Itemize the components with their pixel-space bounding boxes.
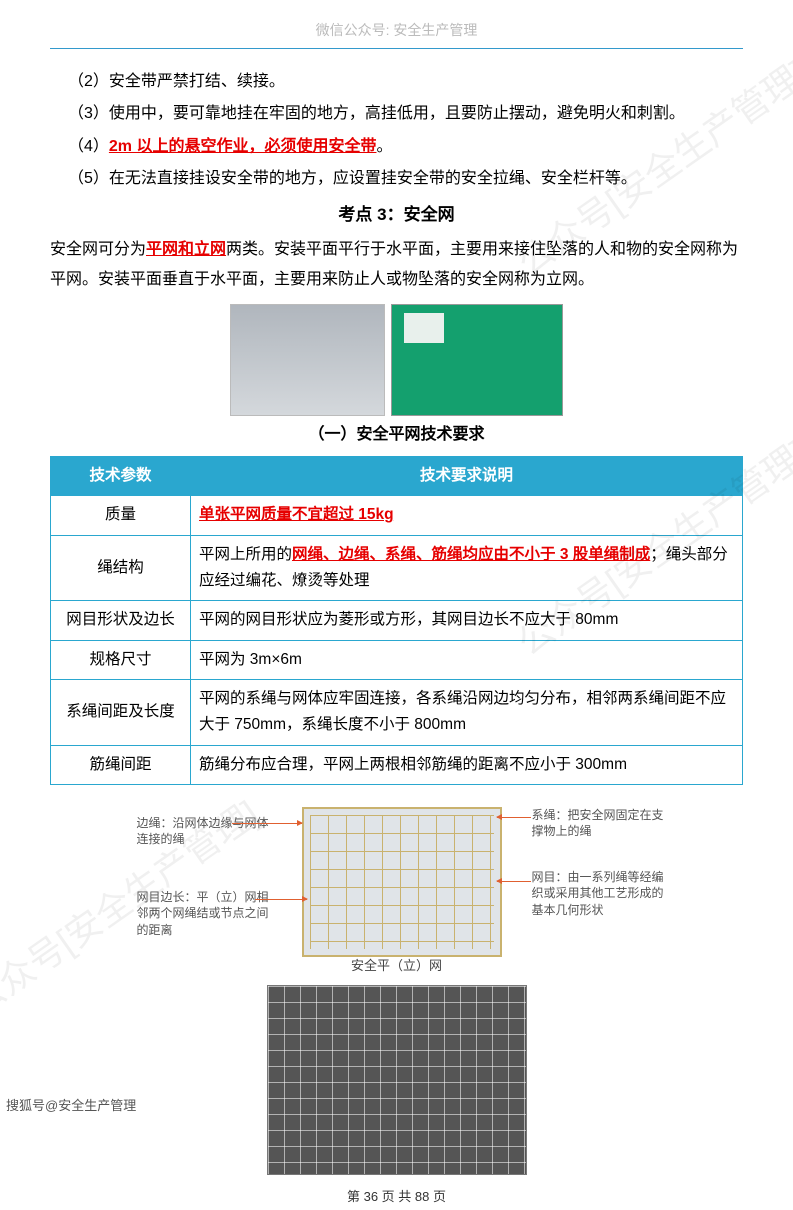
- table-header-desc: 技术要求说明: [191, 457, 743, 496]
- table-cell-desc: 平网的系绳与网体应牢固连接，各系绳沿网边均匀分布，相邻两系绳间距不应大于 750…: [191, 680, 743, 746]
- para-2: （2）安全带严禁打结、续接。: [50, 67, 743, 97]
- table-cell-param: 系绳间距及长度: [51, 680, 191, 746]
- table-cell-param: 质量: [51, 496, 191, 535]
- table-row: 绳结构 平网上所用的网绳、边绳、系绳、筋绳均应由不小于 3 股单绳制成；绳头部分…: [51, 535, 743, 601]
- table-cell-highlight: 单张平网质量不宜超过 15kg: [199, 506, 394, 523]
- document-content: （2）安全带严禁打结、续接。 （3）使用中，要可靠地挂在牢固的地方，高挂低用，且…: [50, 67, 743, 1210]
- table-header-param: 技术参数: [51, 457, 191, 496]
- callout-right-bottom: 网目：由一系列绳等经编织或采用其他工艺形成的基本几何形状: [532, 869, 672, 918]
- header-watermark: 微信公众号: 安全生产管理: [50, 20, 743, 40]
- arrow-icon: [255, 899, 307, 900]
- para-5: （5）在无法直接挂设安全带的地方，应设置挂安全带的安全拉绳、安全栏杆等。: [50, 164, 743, 194]
- para-4: （4）2m 以上的悬空作业，必须使用安全带。: [50, 132, 743, 162]
- header-rule: [50, 48, 743, 49]
- table-cell-param: 绳结构: [51, 535, 191, 601]
- net-photo-illustration: [267, 985, 527, 1175]
- heading-kd3: 考点 3：安全网: [50, 199, 743, 231]
- table-cell-desc: 单张平网质量不宜超过 15kg: [191, 496, 743, 535]
- para-4-post: 。: [376, 138, 392, 155]
- kd3-body-highlight: 平网和立网: [146, 241, 226, 258]
- arrow-icon: [232, 823, 302, 824]
- table-row: 质量 单张平网质量不宜超过 15kg: [51, 496, 743, 535]
- callout-right-top: 系绳：把安全网固定在支撑物上的绳: [532, 807, 672, 839]
- diagram-caption: 安全平（立）网: [137, 954, 657, 979]
- table-row: 网目形状及边长 平网的网目形状应为菱形或方形，其网目边长不应大于 80mm: [51, 601, 743, 640]
- para-3: （3）使用中，要可靠地挂在牢固的地方，高挂低用，且要防止摆动，避免明火和刺割。: [50, 99, 743, 129]
- table-cell-desc: 筋绳分布应合理，平网上两根相邻筋绳的距离不应小于 300mm: [191, 745, 743, 784]
- table-cell-desc: 平网为 3m×6m: [191, 640, 743, 679]
- kd3-body: 安全网可分为平网和立网两类。安装平面平行于水平面，主要用来接住坠落的人和物的安全…: [50, 235, 743, 296]
- source-attribution: 搜狐号@安全生产管理: [6, 1095, 136, 1114]
- para-4-pre: （4）: [68, 138, 109, 155]
- illustration-vertical-net: [391, 304, 563, 416]
- table-cell-param: 规格尺寸: [51, 640, 191, 679]
- table-cell-desc: 平网的网目形状应为菱形或方形，其网目边长不应大于 80mm: [191, 601, 743, 640]
- para-4-highlight: 2m 以上的悬空作业，必须使用安全带: [109, 138, 377, 155]
- callout-left-bottom: 网目边长：平（立）网相邻两个网绳结或节点之间的距离: [137, 889, 277, 938]
- table-cell-highlight: 网绳、边绳、系绳、筋绳均应由不小于 3 股单绳制成: [292, 546, 650, 563]
- table-row: 系绳间距及长度 平网的系绳与网体应牢固连接，各系绳沿网边均匀分布，相邻两系绳间距…: [51, 680, 743, 746]
- arrow-icon: [497, 817, 531, 818]
- page-footer: 第 36 页 共 88 页: [50, 1185, 743, 1210]
- subheading-1: （一）安全平网技术要求: [50, 420, 743, 450]
- table-cell-desc: 平网上所用的网绳、边绳、系绳、筋绳均应由不小于 3 股单绳制成；绳头部分应经过编…: [191, 535, 743, 601]
- kd3-body-pre: 安全网可分为: [50, 241, 146, 258]
- tech-requirements-table: 技术参数 技术要求说明 质量 单张平网质量不宜超过 15kg 绳结构 平网上所用…: [50, 456, 743, 785]
- net-annotated-diagram: 边绳：沿网体边缘与网体连接的绳 网目边长：平（立）网相邻两个网绳结或节点之间的距…: [137, 799, 657, 979]
- table-row: 规格尺寸 平网为 3m×6m: [51, 640, 743, 679]
- callout-left-top: 边绳：沿网体边缘与网体连接的绳: [137, 815, 277, 847]
- illustration-row: [50, 304, 743, 416]
- table-row: 筋绳间距 筋绳分布应合理，平网上两根相邻筋绳的距离不应小于 300mm: [51, 745, 743, 784]
- diagram-block: 边绳：沿网体边缘与网体连接的绳 网目边长：平（立）网相邻两个网绳结或节点之间的距…: [50, 799, 743, 1175]
- table-cell-pre: 平网上所用的: [199, 546, 292, 563]
- table-cell-param: 筋绳间距: [51, 745, 191, 784]
- net-illustration: [302, 807, 502, 957]
- arrow-icon: [497, 881, 531, 882]
- table-cell-param: 网目形状及边长: [51, 601, 191, 640]
- illustration-flat-net: [230, 304, 385, 416]
